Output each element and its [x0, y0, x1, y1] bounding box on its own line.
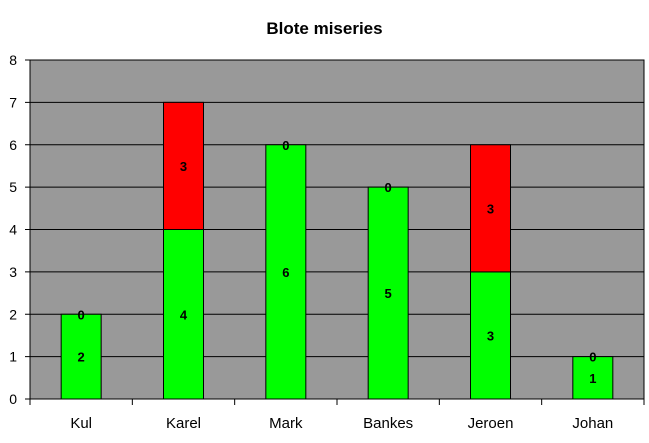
bar-segment — [265, 144, 307, 400]
y-tick-label: 7 — [9, 94, 17, 110]
bar-segment — [60, 313, 102, 400]
x-tick-label: Mark — [269, 415, 303, 432]
data-label: 3 — [487, 328, 494, 343]
x-tick-label: Karel — [166, 415, 201, 432]
bar-segment — [572, 356, 614, 400]
y-tick-label: 2 — [9, 306, 17, 322]
data-label: 0 — [282, 138, 289, 153]
x-tick-label: Bankes — [363, 415, 413, 432]
data-label: 2 — [78, 350, 85, 365]
data-label: 5 — [385, 286, 392, 301]
bar-segment — [163, 101, 204, 230]
bar-segment — [163, 229, 204, 400]
data-label: 0 — [589, 350, 596, 365]
y-tick-label: 6 — [9, 137, 17, 153]
y-tick-label: 1 — [9, 349, 17, 365]
data-label: 0 — [385, 180, 392, 195]
y-tick-label: 0 — [9, 391, 17, 407]
chart-title: Blote miseries — [266, 19, 383, 38]
bar-segment — [470, 271, 511, 400]
data-label: 1 — [589, 371, 596, 386]
bar-segment — [367, 186, 409, 400]
data-label: 6 — [282, 265, 289, 280]
data-label: 3 — [487, 201, 494, 216]
x-tick-label: Jeroen — [468, 415, 514, 432]
y-tick-label: 4 — [9, 222, 17, 238]
y-tick-label: 3 — [9, 264, 17, 280]
bar-segment — [470, 144, 511, 273]
x-tick-label: Johan — [572, 415, 613, 432]
x-tick-label: Kul — [70, 415, 92, 432]
data-label: 3 — [180, 159, 187, 174]
y-tick-label: 8 — [9, 52, 17, 68]
data-label: 0 — [78, 307, 85, 322]
y-tick-label: 5 — [9, 179, 17, 195]
data-label: 4 — [180, 307, 188, 322]
